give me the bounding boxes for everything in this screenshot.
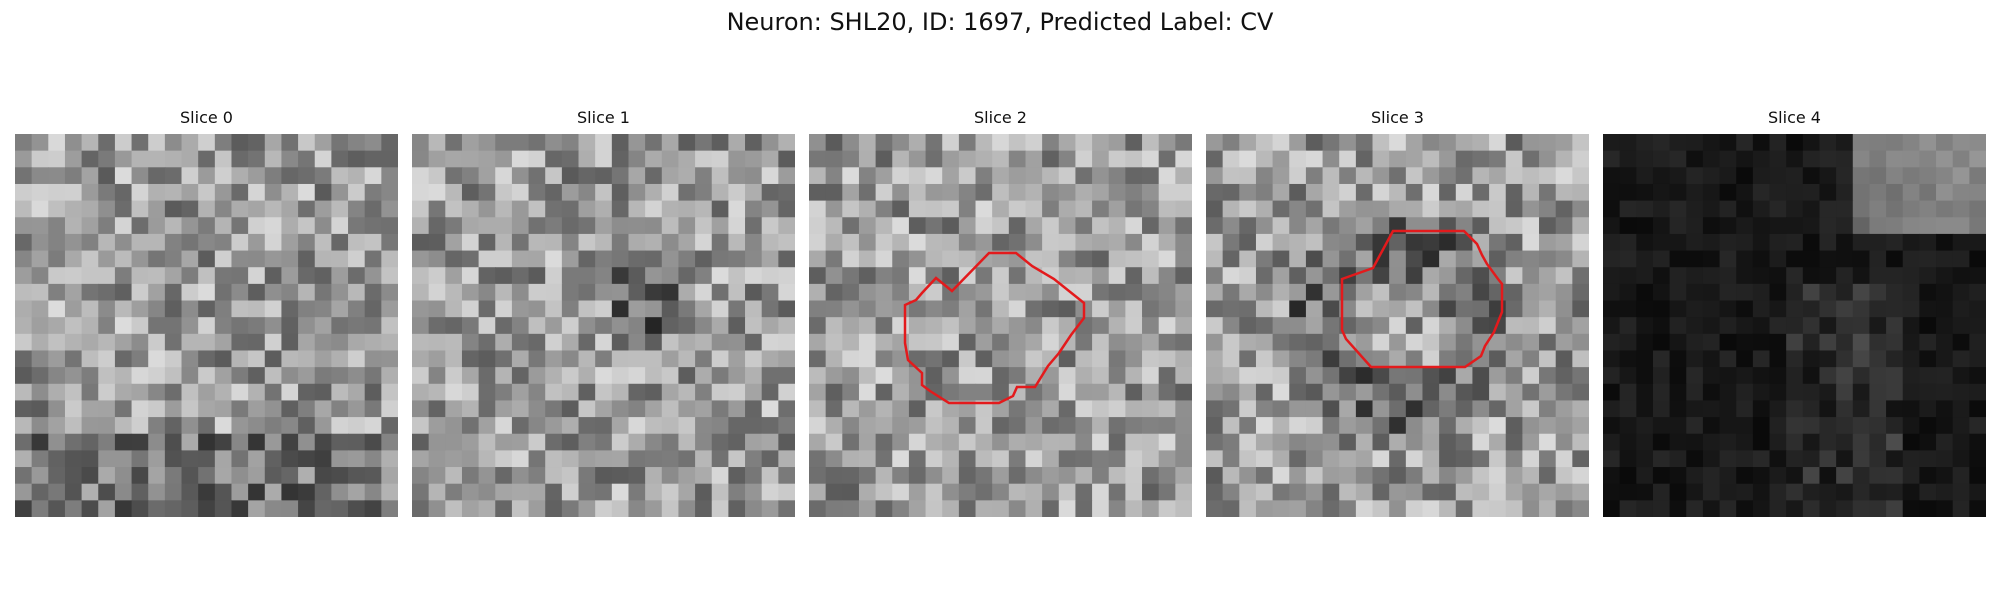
slice-image-2 <box>809 134 1192 517</box>
slice-image-0 <box>15 134 398 517</box>
slice-title-3: Slice 3 <box>1371 108 1424 127</box>
figure-title: Neuron: SHL20, ID: 1697, Predicted Label… <box>726 8 1274 36</box>
slice-title-2: Slice 2 <box>974 108 1027 127</box>
slice-title-1: Slice 1 <box>577 108 630 127</box>
roi-outline <box>1340 229 1504 369</box>
slice-panel-2: Slice 2 <box>809 0 1192 600</box>
slice-image-1 <box>412 134 795 517</box>
slice-panel-0: Slice 0 <box>15 0 398 600</box>
slice-image-3 <box>1206 134 1589 517</box>
slice-panel-3: Slice 3 <box>1206 0 1589 600</box>
roi-outline <box>903 251 1086 405</box>
slice-panel-1: Slice 1 <box>412 0 795 600</box>
slice-image-4 <box>1603 134 1986 517</box>
slice-panel-4: Slice 4 <box>1603 0 1986 600</box>
slice-title-0: Slice 0 <box>180 108 233 127</box>
slice-title-4: Slice 4 <box>1768 108 1821 127</box>
